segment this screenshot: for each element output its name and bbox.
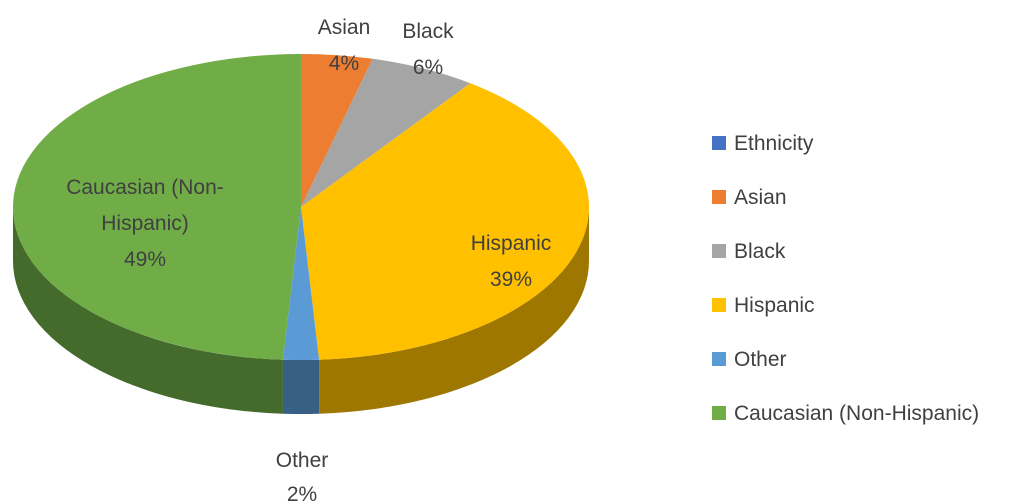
data-label-line-asian-1: Asian — [318, 16, 371, 39]
data-label-line-asian-2: 4% — [329, 52, 359, 75]
data-label-black: Black 6% — [402, 20, 454, 79]
legend-swatch-black — [712, 244, 726, 258]
legend-item-black: Black — [712, 224, 1032, 278]
data-label-asian: Asian 4% — [318, 16, 371, 75]
pie-side-group — [13, 207, 589, 414]
data-label-line-hispanic-1: Hispanic — [471, 232, 552, 255]
pie-slice-caucasian-non-hispanic — [13, 54, 301, 360]
data-label-line-caucasian-non-hispanic-1: Caucasian (Non- — [66, 176, 224, 199]
pie-side-hispanic — [319, 207, 589, 414]
pie-chart-svg: Asian 4% Black 6% Hispanic 39% Other 2% Caucasia… — [13, 16, 589, 504]
legend-label-hispanic: Hispanic — [734, 293, 815, 317]
legend-swatch-other — [712, 352, 726, 366]
data-label-line-other-1: Other — [276, 449, 329, 472]
legend-swatch-caucasian-non-hispanic — [712, 406, 726, 420]
legend-item-caucasian-non-hispanic: Caucasian (Non-Hispanic) — [712, 386, 1032, 440]
legend-item-other: Other — [712, 332, 1032, 386]
data-label-hispanic: Hispanic 39% — [471, 232, 552, 291]
pie-slice-hispanic — [301, 83, 589, 360]
legend-item-ethnicity: Ethnicity — [712, 116, 1032, 170]
pie-slice-asian — [301, 54, 373, 207]
data-label-line-caucasian-non-hispanic-3: 49% — [124, 248, 166, 271]
pie-side-caucasian-non-hispanic — [13, 207, 283, 414]
data-label-line-black-1: Black — [402, 20, 454, 43]
legend-label-black: Black — [734, 239, 786, 263]
legend: Ethnicity Asian Black Hispanic Other Cau… — [712, 116, 1032, 440]
pie-side-other — [282, 359, 320, 414]
legend-swatch-hispanic — [712, 298, 726, 312]
data-label-line-hispanic-2: 39% — [490, 268, 532, 291]
pie-slice-other — [282, 207, 320, 360]
pie-slice-black — [301, 58, 471, 207]
legend-swatch-ethnicity — [712, 136, 726, 150]
data-label-line-other-2: 2% — [287, 483, 317, 504]
pie-top-group — [13, 54, 589, 360]
legend-label-caucasian-non-hispanic: Caucasian (Non-Hispanic) — [734, 401, 980, 425]
data-label-other: Other 2% — [276, 449, 329, 504]
data-label-line-black-2: 6% — [413, 56, 443, 79]
legend-label-other: Other — [734, 347, 787, 371]
legend-label-asian: Asian — [734, 185, 787, 209]
data-label-caucasian-non-hispanic: Caucasian (Non- Hispanic) 49% — [66, 176, 224, 271]
legend-item-asian: Asian — [712, 170, 1032, 224]
legend-swatch-asian — [712, 190, 726, 204]
legend-label-ethnicity: Ethnicity — [734, 131, 814, 155]
data-label-line-caucasian-non-hispanic-2: Hispanic) — [101, 212, 189, 235]
legend-item-hispanic: Hispanic — [712, 278, 1032, 332]
